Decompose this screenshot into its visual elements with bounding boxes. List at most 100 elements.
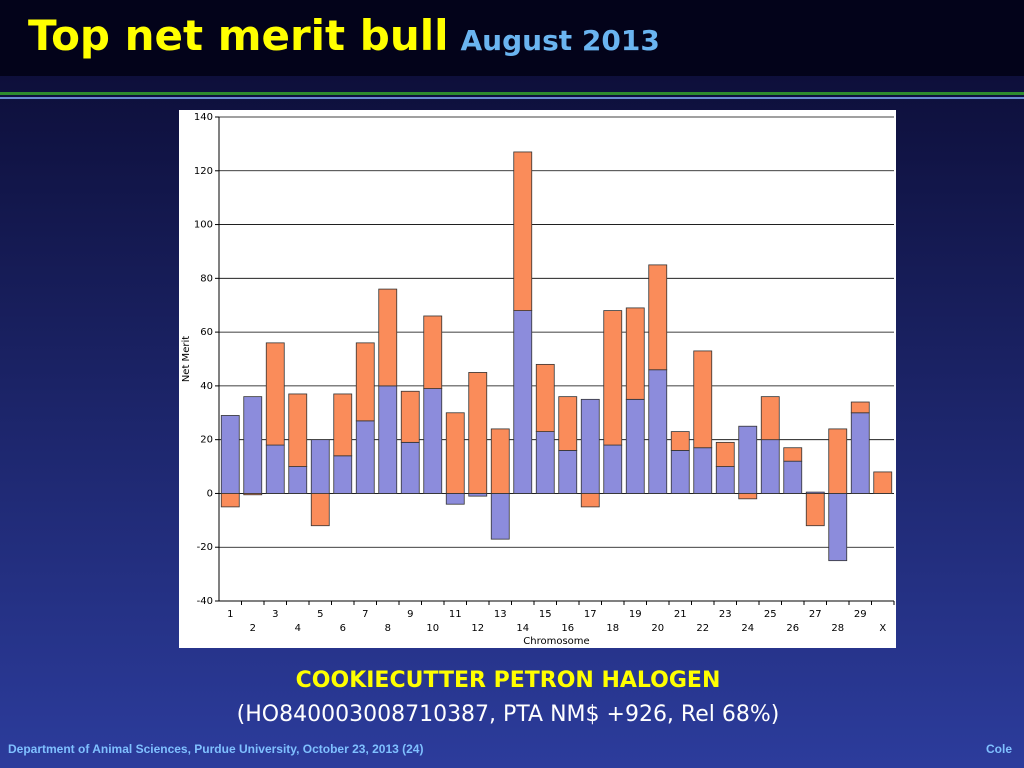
- bar: [400, 390, 420, 443]
- bar: [603, 310, 623, 446]
- x-tick-label: 24: [741, 623, 754, 634]
- bar: [468, 493, 488, 497]
- bar: [243, 396, 263, 494]
- bar: [468, 372, 488, 494]
- bar: [310, 439, 330, 494]
- x-axis-label: Chromosome: [523, 636, 589, 647]
- x-tick-label: 2: [250, 623, 256, 634]
- x-tick-label: 3: [272, 609, 278, 620]
- y-axis-label: Net Merit: [181, 336, 192, 382]
- bar: [558, 396, 578, 451]
- bar: [288, 393, 308, 467]
- bar: [625, 398, 645, 494]
- x-tick-label: 25: [764, 609, 777, 620]
- bar: [423, 388, 443, 494]
- y-tick-label: -40: [197, 596, 213, 607]
- x-tick-label: 9: [407, 609, 413, 620]
- bar: [648, 264, 668, 371]
- bar: [243, 493, 263, 496]
- x-tick-label: 23: [719, 609, 732, 620]
- bar: [783, 460, 803, 494]
- bar: [580, 398, 600, 494]
- bar: [265, 342, 285, 446]
- bar: [648, 369, 668, 494]
- bar: [490, 428, 510, 494]
- bar: [783, 447, 803, 462]
- x-tick-label: 16: [561, 623, 574, 634]
- x-tick-label: 11: [449, 609, 462, 620]
- x-tick-label: 26: [786, 623, 799, 634]
- x-tick-label: 17: [584, 609, 597, 620]
- bar: [333, 393, 353, 457]
- x-tick-label: 27: [809, 609, 822, 620]
- bar: [715, 466, 735, 494]
- bar: [558, 450, 578, 494]
- footer-right: Cole: [986, 742, 1012, 756]
- bar: [850, 401, 870, 414]
- x-tick-label: 21: [674, 609, 687, 620]
- bar: [288, 466, 308, 494]
- y-tick-label: 20: [200, 435, 213, 446]
- y-tick-label: 120: [194, 166, 213, 177]
- caption-details: (HO840003008710387, PTA NM$ +926, Rel 68…: [237, 702, 780, 727]
- bar: [738, 425, 758, 494]
- bar: [580, 493, 600, 508]
- bar: [828, 428, 848, 494]
- rule-blue: [0, 97, 1024, 99]
- rule-green: [0, 92, 1024, 95]
- x-tick-label: 29: [854, 609, 867, 620]
- bar: [693, 447, 713, 494]
- footer-left: Department of Animal Sciences, Purdue Un…: [8, 742, 423, 756]
- bar: [378, 385, 398, 494]
- bar: [378, 288, 398, 387]
- bar: [828, 493, 848, 562]
- bar: [265, 444, 285, 494]
- bar: [445, 412, 465, 494]
- x-tick-label: 10: [426, 623, 439, 634]
- bar: [535, 363, 555, 432]
- x-tick-label: 1: [227, 609, 233, 620]
- bar: [310, 493, 330, 527]
- x-tick-label: 14: [516, 623, 529, 634]
- bar: [738, 493, 758, 500]
- bar: [670, 450, 690, 494]
- title-band: [0, 0, 1024, 76]
- bar: [625, 307, 645, 400]
- bar: [333, 455, 353, 494]
- subtitle: August 2013: [461, 24, 660, 57]
- bar: [513, 151, 533, 311]
- slide-title: Top net merit bull August 2013: [28, 11, 660, 60]
- bar: [355, 342, 375, 422]
- bar: [873, 471, 893, 494]
- y-tick-label: 0: [207, 488, 213, 499]
- x-tick-label: 18: [606, 623, 619, 634]
- x-tick-label: 5: [317, 609, 323, 620]
- y-tick-label: 60: [200, 327, 213, 338]
- x-tick-label: 4: [295, 623, 301, 634]
- x-tick-label: 22: [696, 623, 709, 634]
- bar: [760, 439, 780, 494]
- x-tick-label: 13: [494, 609, 507, 620]
- bar: [400, 441, 420, 494]
- bar: [490, 493, 510, 540]
- y-tick-label: 40: [200, 381, 213, 392]
- x-tick-label: 19: [629, 609, 642, 620]
- bar: [220, 415, 240, 494]
- x-tick-label: 20: [651, 623, 664, 634]
- title: Top net merit bull: [28, 11, 449, 60]
- x-tick-label: 12: [471, 623, 484, 634]
- x-tick-label: 7: [362, 609, 368, 620]
- bar: [535, 431, 555, 494]
- bar: [670, 431, 690, 451]
- x-tick-label: 8: [385, 623, 391, 634]
- x-tick-label: X: [879, 623, 886, 634]
- bar: [693, 350, 713, 449]
- bar: [355, 420, 375, 494]
- y-tick-label: 100: [194, 220, 213, 231]
- y-tick-label: 80: [200, 273, 213, 284]
- caption-name: COOKIECUTTER PETRON HALOGEN: [296, 668, 721, 693]
- y-tick-label: 140: [194, 112, 213, 123]
- x-tick-label: 6: [340, 623, 346, 634]
